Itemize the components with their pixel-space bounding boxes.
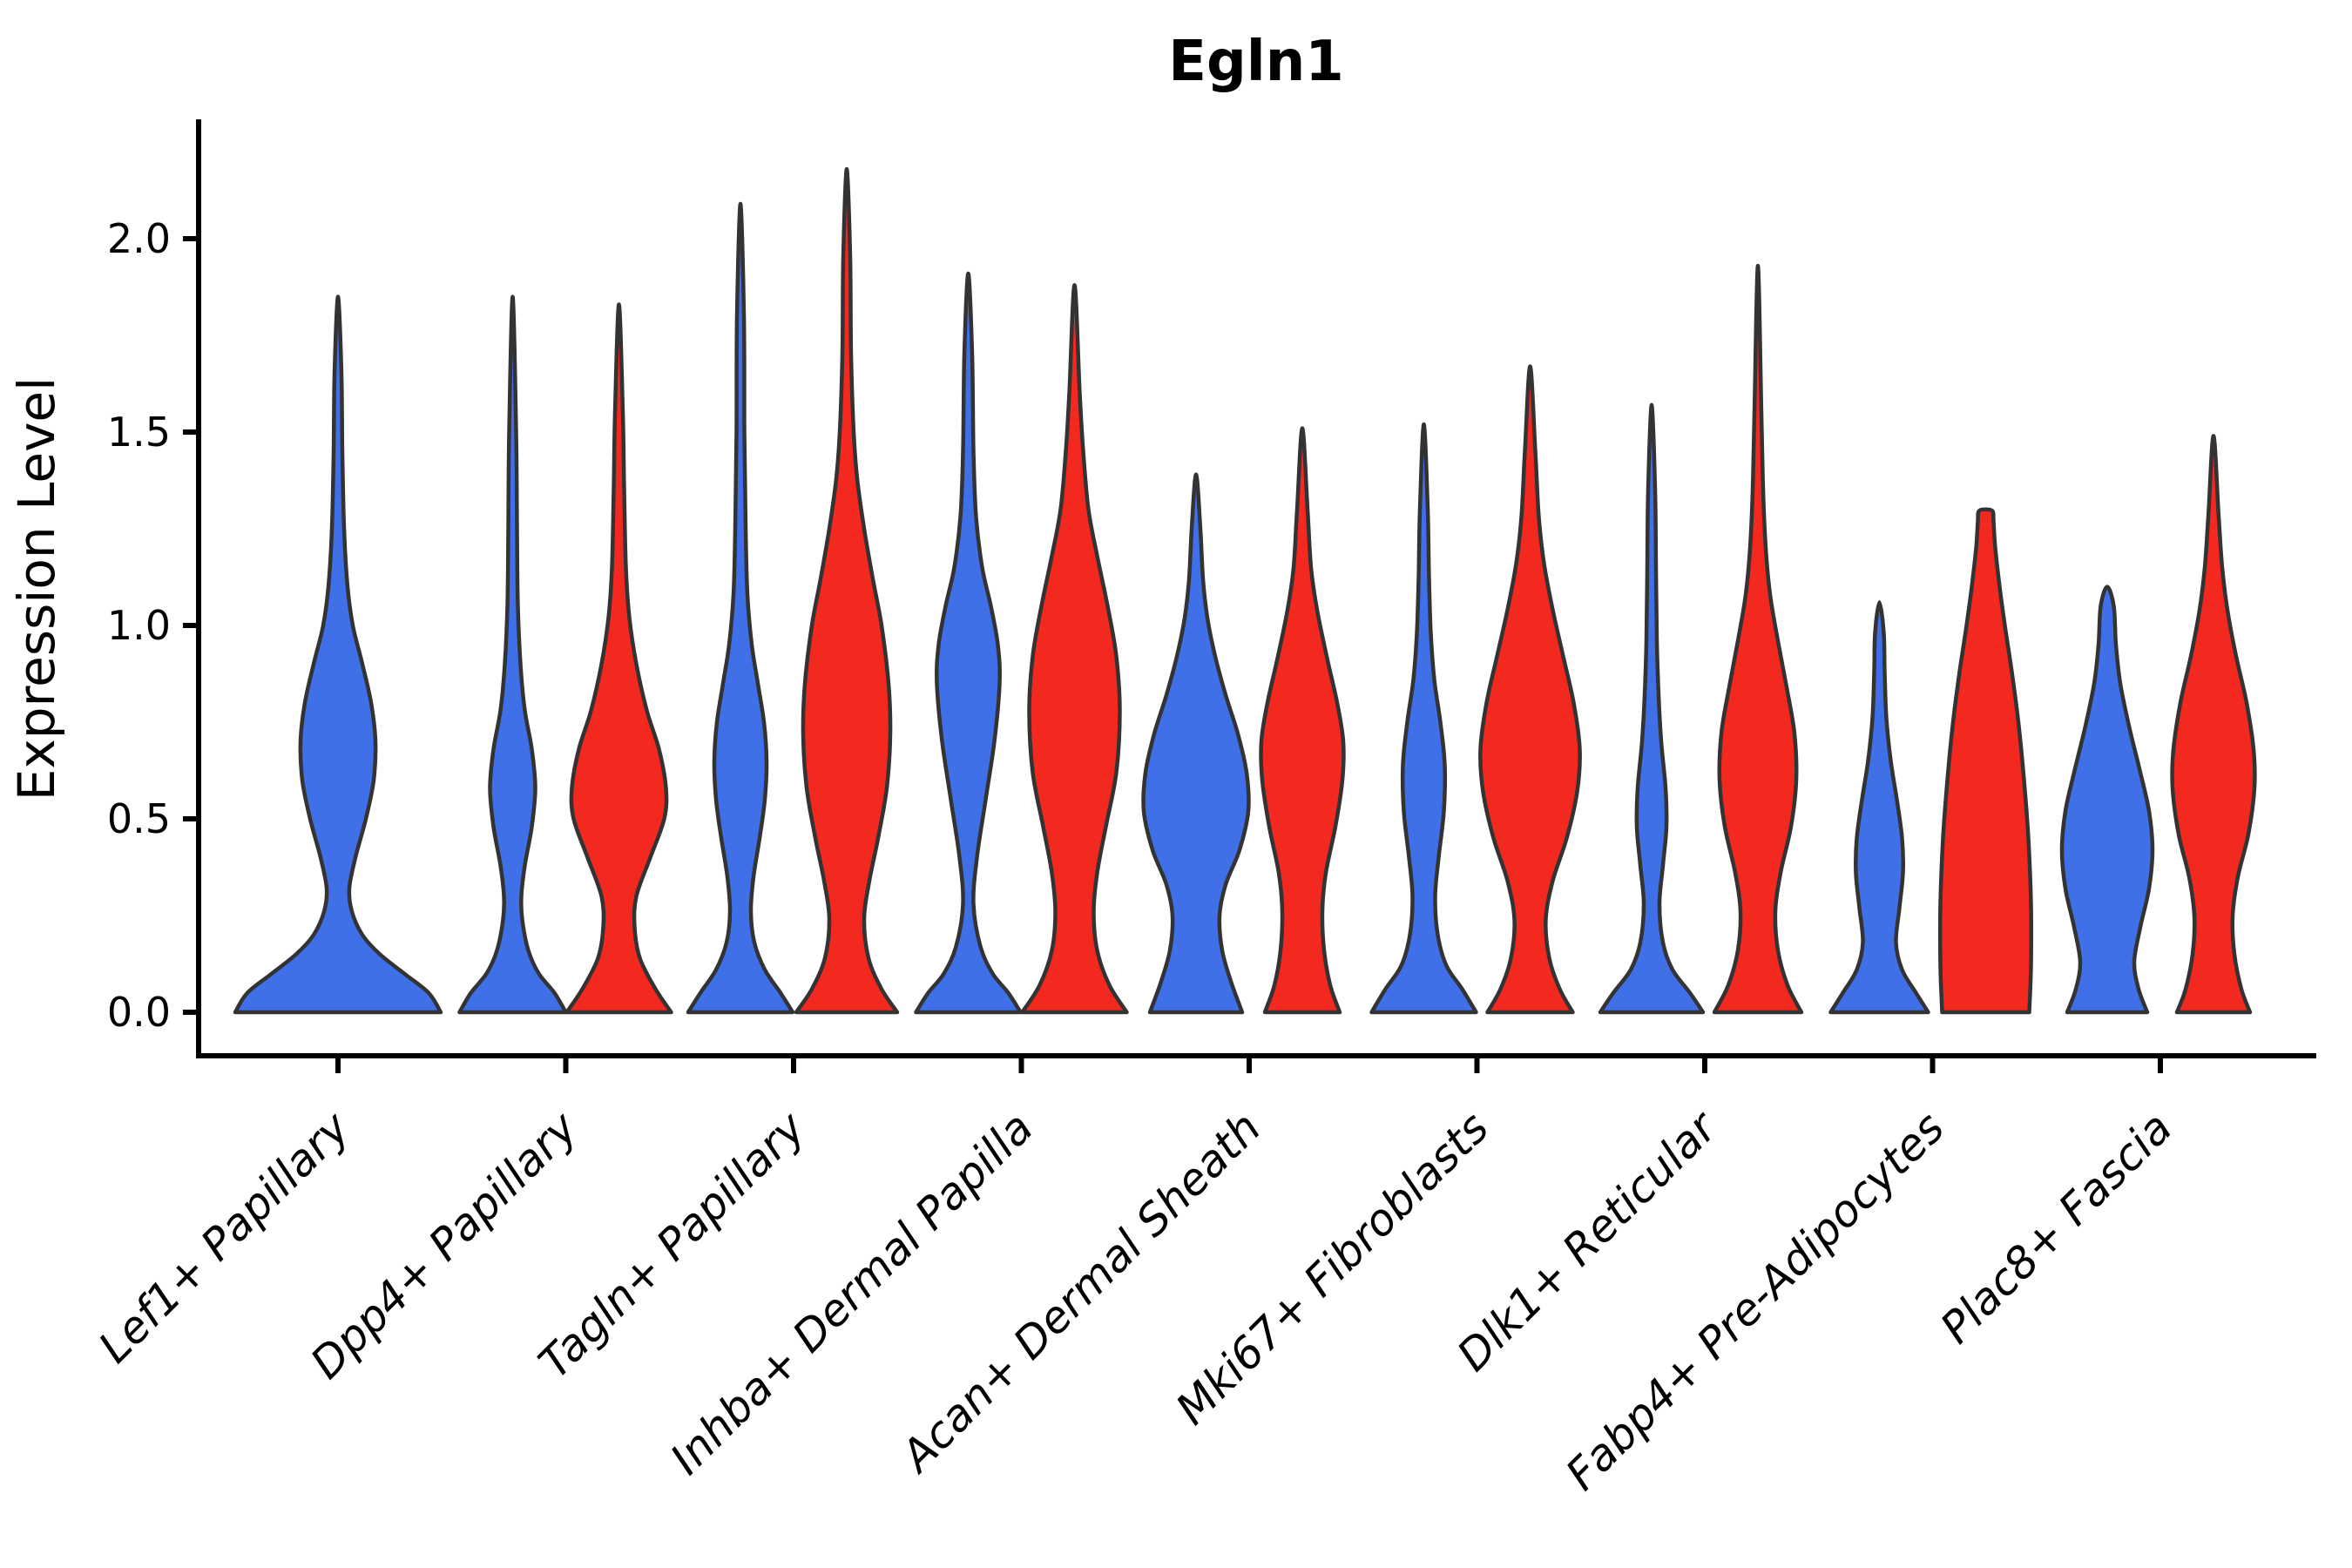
y-tick-label-2.0: 2.0 [107, 215, 171, 262]
y-tick-label-1.0: 1.0 [107, 602, 171, 649]
violin-acan-dermal-sheath-blue [1141, 472, 1251, 1015]
chart-title: Egln1 [1168, 30, 1344, 94]
violin-tagln-papillary-red [794, 166, 900, 1015]
violin-mki67-fibroblasts-blue [1369, 422, 1478, 1015]
y-tick-label-0.5: 0.5 [107, 795, 171, 842]
x-tick-label-acan-dermal-sheath: Acan+ Dermal Sheath [890, 1102, 1271, 1483]
y-axis-ticks: 0.0 0.5 1.0 1.5 2.0 [107, 215, 199, 1036]
violin-plac8-fascia-red [2170, 434, 2257, 1015]
x-tick-label-plac8-fascia: Plac8+ Fascia [1931, 1102, 2182, 1353]
x-tick-label-inhba-dermal-papilla: Inhba+ Dermal Papilla [661, 1102, 1043, 1484]
violin-acan-dermal-sheath-red [1259, 426, 1346, 1015]
violin-dlk1-reticular-blue [1598, 402, 1706, 1015]
violins-layer [233, 166, 2257, 1015]
y-tick-label-1.5: 1.5 [107, 409, 171, 456]
y-tick-label-0.0: 0.0 [107, 989, 171, 1036]
violin-inhba-dermal-papilla-blue [914, 271, 1023, 1015]
violin-fabp4-pre-adipocytes-blue [1828, 600, 1930, 1015]
violin-tagln-papillary-blue [686, 201, 795, 1015]
violin-lef1-papillary-blue [233, 294, 443, 1015]
violin-plac8-fascia-blue [2059, 585, 2155, 1015]
violin-dpp4-papillary-red [564, 302, 673, 1015]
x-tick-label-fabp4-pre-adipocytes: Fabp4+ Pre-Adipocytes [1556, 1102, 1954, 1500]
violin-mki67-fibroblasts-red [1478, 364, 1582, 1015]
violin-inhba-dermal-papilla-red [1020, 283, 1129, 1015]
violin-dpp4-papillary-blue [457, 294, 568, 1015]
axes [196, 119, 2316, 1058]
x-tick-label-lef1-papillary: Lef1+ Papillary [89, 1101, 360, 1372]
y-axis-label: Expression Level [7, 377, 66, 801]
violin-dlk1-reticular-red [1712, 263, 1804, 1015]
violin-fabp4-pre-adipocytes-red [1937, 507, 2034, 1015]
